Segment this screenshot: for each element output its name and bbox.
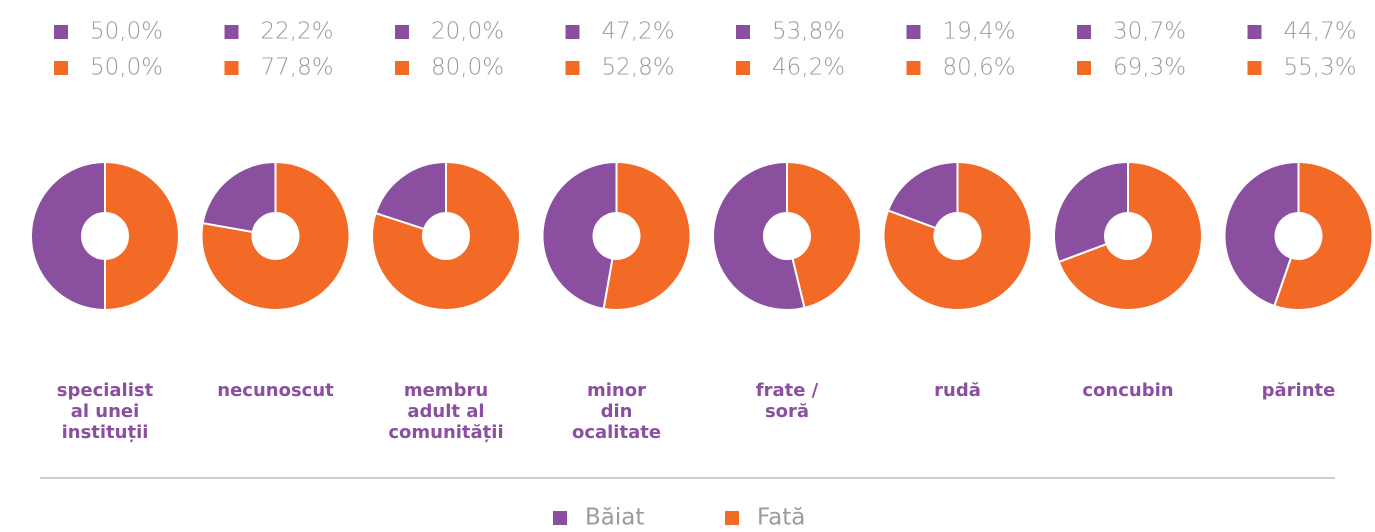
legend-swatch: [54, 25, 68, 39]
value-label: 19,4%: [943, 19, 1016, 45]
legend-swatch: [1077, 25, 1091, 39]
donut-segment: [104, 160, 180, 312]
legend-swatch: [906, 61, 921, 75]
donut-segment: [1057, 160, 1203, 311]
legend-swatch: [1247, 25, 1262, 39]
category-label: specialist al unei instituții: [56, 380, 154, 443]
legend-swatch: [565, 61, 580, 75]
category-label: concubin: [1082, 380, 1174, 401]
category-label: părinte: [1261, 380, 1336, 401]
legend-label: Fată: [757, 505, 805, 531]
value-label: 77,8%: [261, 55, 334, 81]
donut-segment: [371, 160, 521, 311]
legend-swatch: [725, 511, 739, 525]
value-label: 30,7%: [1113, 19, 1186, 45]
legend-label: Băiat: [585, 505, 644, 531]
value-label: 53,8%: [772, 19, 845, 45]
category-label: necunoscut: [217, 380, 334, 401]
value-label: 44,7%: [1284, 19, 1357, 45]
value-label: 22,2%: [261, 19, 334, 45]
legend-swatch: [553, 511, 567, 525]
donut-segment: [786, 160, 862, 310]
legend-swatch: [224, 61, 239, 75]
value-label: 50,0%: [90, 55, 163, 81]
donut-segment: [712, 160, 806, 311]
legend-swatch: [54, 61, 68, 75]
legend-swatch: [906, 25, 921, 39]
category-label: frate / soră: [755, 380, 819, 422]
legend-swatch: [224, 25, 239, 39]
value-label: 47,2%: [602, 19, 675, 45]
donut-segment: [1053, 160, 1129, 264]
legend-swatch: [736, 25, 750, 39]
value-label: 55,3%: [1284, 55, 1357, 81]
legend-swatch: [565, 25, 580, 39]
legend-swatch: [1077, 61, 1091, 75]
legend-swatch: [736, 61, 750, 75]
value-label: 69,3%: [1113, 55, 1186, 81]
category-label: minor din ocalitate: [571, 380, 662, 443]
legend-swatch: [1247, 61, 1262, 75]
donut-segment: [882, 160, 1033, 311]
donut-segment: [30, 160, 106, 312]
value-label: 20,0%: [431, 19, 504, 45]
donut-segment: [1223, 160, 1300, 308]
value-label: 46,2%: [772, 55, 845, 81]
legend-swatch: [395, 25, 409, 39]
legend-swatch: [395, 61, 409, 75]
category-label: rudă: [934, 380, 981, 401]
donut-segment: [541, 160, 618, 311]
category-label: membru adult al comunității: [388, 380, 504, 443]
value-label: 52,8%: [602, 55, 675, 81]
donut-segment: [200, 160, 351, 311]
donut-segment: [201, 160, 277, 234]
value-label: 50,0%: [90, 19, 163, 45]
value-label: 80,0%: [431, 55, 504, 81]
donut-segment: [602, 160, 692, 311]
donut-segment: [374, 160, 447, 231]
value-label: 80,6%: [943, 55, 1016, 81]
donut-segment: [886, 160, 959, 230]
